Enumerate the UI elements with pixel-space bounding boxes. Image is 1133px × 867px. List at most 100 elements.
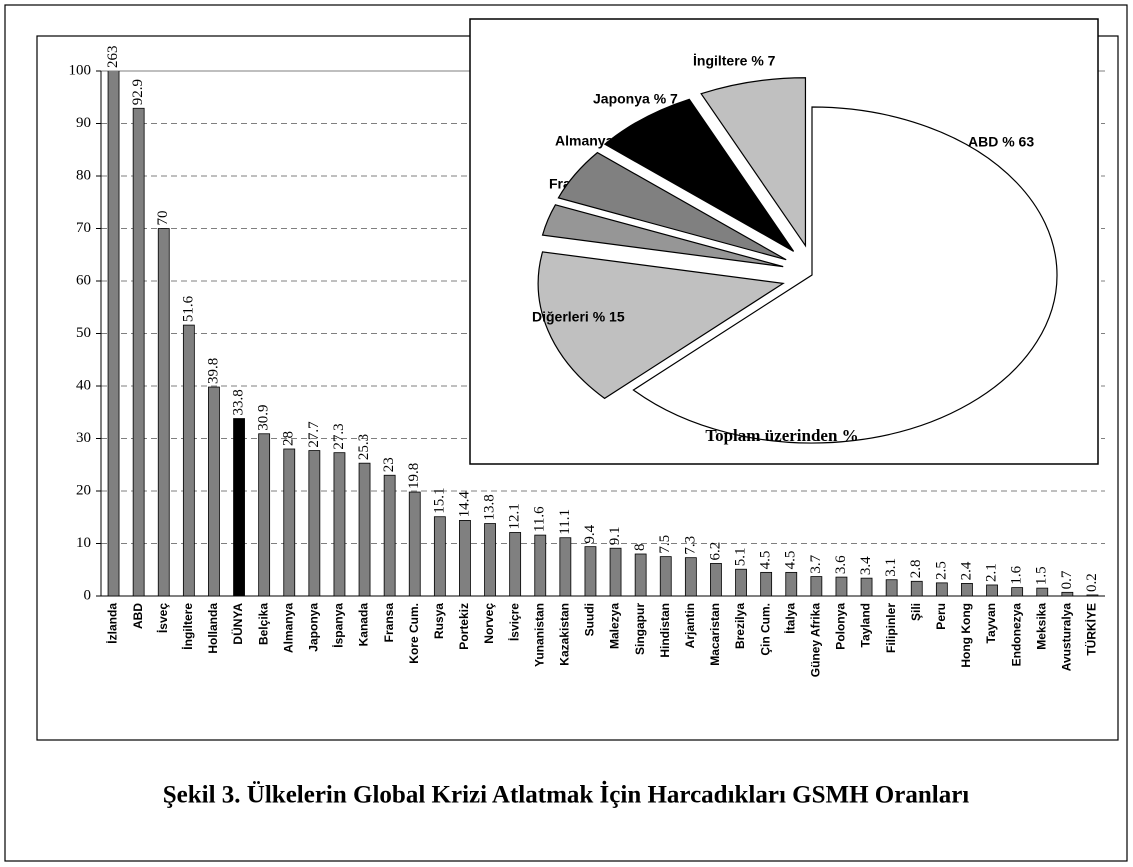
value-label: 51.6	[180, 295, 196, 322]
y-tick-label: 60	[76, 272, 91, 288]
x-tick-label: Hollanda	[206, 603, 220, 654]
bar	[760, 571, 773, 597]
x-tick-label: Tayvan	[984, 603, 998, 643]
bars	[107, 71, 1099, 597]
value-label: 1.6	[1009, 565, 1025, 584]
bar	[208, 386, 220, 597]
pie-slice	[700, 77, 807, 248]
bar	[860, 577, 873, 597]
y-tick-label: 10	[76, 535, 91, 551]
value-label: 14.4	[456, 491, 472, 518]
pie-slice	[632, 106, 1058, 444]
value-label: 9.1	[607, 526, 623, 545]
x-tick-label: Şili	[909, 603, 923, 621]
bar	[584, 546, 597, 597]
value-label: 23	[381, 457, 397, 472]
x-tick-label: Filipinler	[884, 603, 898, 653]
x-tick-label: Kanada	[357, 603, 371, 647]
pie-title: Toplam üzerinden %	[705, 426, 858, 445]
value-label: 1.5	[1034, 566, 1050, 585]
bar	[785, 571, 798, 597]
x-tick-label: Güney Afrika	[809, 603, 823, 678]
bar	[710, 563, 722, 597]
x-tick-label: Polonya	[834, 603, 848, 650]
value-label: 33.8	[230, 389, 246, 415]
y-tick-label: 20	[76, 482, 91, 498]
pie-slice	[557, 151, 787, 261]
bar	[132, 107, 145, 597]
bar	[835, 576, 848, 597]
y-tick-label: 80	[76, 167, 91, 183]
x-tick-label: Kazakistan	[558, 603, 572, 666]
bar	[157, 228, 170, 597]
value-label: 6.2	[707, 542, 723, 561]
bar	[308, 450, 321, 597]
bar	[433, 516, 446, 597]
bar	[684, 557, 697, 597]
x-tick-label: Kore Cum.	[407, 603, 421, 664]
x-tick-label: İzlanda	[105, 603, 120, 644]
value-label: 27.3	[331, 423, 347, 449]
bar	[1086, 594, 1099, 597]
figure-caption: Şekil 3. Ülkelerin Global Krizi Atlatmak…	[163, 781, 970, 809]
x-tick-label: Macaristan	[708, 603, 722, 666]
value-label: 263	[105, 46, 121, 69]
pie-label: ABD % 63	[968, 134, 1034, 150]
bar	[1061, 591, 1074, 597]
value-label: 3.1	[883, 558, 899, 577]
bar	[509, 532, 522, 597]
value-label: 3.6	[833, 555, 849, 574]
value-label: 8	[632, 544, 648, 552]
pie-slice	[603, 98, 795, 252]
x-tick-label: TÜRKİYE	[1084, 603, 1099, 656]
bar	[1036, 587, 1049, 597]
value-label: 25.3	[356, 434, 372, 460]
x-tick-label: ABD	[131, 603, 145, 629]
bar	[885, 579, 898, 597]
pie-label: Japonya % 7	[593, 91, 678, 107]
x-tick-label: Yunanistan	[532, 603, 546, 667]
bar	[986, 584, 998, 597]
bar	[961, 583, 973, 597]
x-tick-label: Fransa	[382, 603, 396, 643]
x-tick-label: Meksika	[1034, 603, 1048, 650]
value-label: 12.1	[507, 503, 523, 529]
value-label: 5.1	[732, 547, 748, 566]
value-label: 11.6	[532, 506, 548, 532]
bar	[484, 523, 496, 597]
bar	[935, 582, 948, 597]
value-label: 2.8	[908, 560, 924, 579]
value-label: 0.2	[1084, 573, 1100, 592]
value-label: 0.7	[1059, 570, 1075, 589]
bar	[1011, 587, 1024, 597]
x-tick-label: İngiltere	[180, 603, 195, 650]
value-label: 11.1	[557, 509, 573, 535]
value-label: 39.8	[205, 358, 221, 384]
bar	[810, 576, 823, 597]
y-tick-label: 70	[76, 220, 91, 236]
x-tick-label: DÜNYA	[230, 603, 245, 645]
x-tick-label: İsveç	[155, 603, 170, 633]
value-label: 2.4	[958, 561, 974, 580]
x-tick-label: Norveç	[482, 603, 496, 644]
x-tick-label: Suudi	[583, 603, 597, 636]
x-tick-label: Belçika	[256, 603, 270, 645]
bar	[634, 553, 647, 597]
pie-label: Diğerleri % 15	[532, 309, 625, 325]
y-tick-label: 40	[76, 377, 91, 393]
value-label: 13.8	[481, 494, 497, 520]
x-tick-label: Tayland	[859, 603, 873, 647]
x-tick-label: Hindistan	[658, 603, 672, 658]
value-label: 28	[281, 431, 297, 446]
y-tick-label: 30	[76, 430, 91, 446]
value-label: 7.5	[657, 535, 673, 554]
x-tick-label: Singapur	[633, 603, 647, 655]
value-label: 70	[155, 211, 171, 226]
x-tick-label: Hong Kong	[959, 603, 973, 668]
bar	[283, 448, 296, 597]
pie-slice	[537, 251, 785, 400]
bar	[358, 462, 371, 597]
value-label: 2.1	[983, 563, 999, 582]
value-label: 3.4	[858, 556, 874, 575]
